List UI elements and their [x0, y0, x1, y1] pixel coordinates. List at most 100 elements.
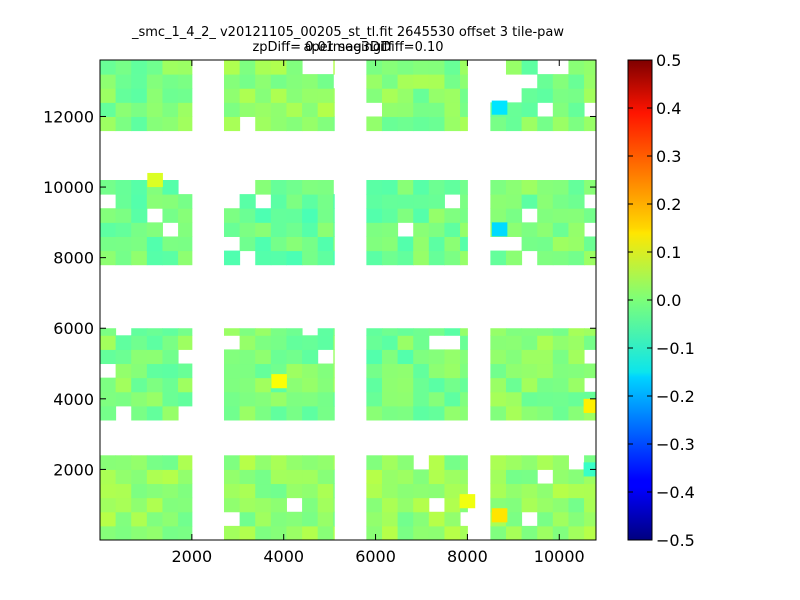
heatmap-cell: [428, 405, 445, 421]
heatmap-cell: [552, 525, 569, 540]
heatmap-cell: [460, 377, 468, 393]
heatmap-cell: [444, 328, 461, 336]
heatmap-cell: [505, 391, 523, 407]
heatmap-cell: [568, 377, 585, 393]
heatmap-cell: [397, 208, 414, 223]
heatmap-cell: [239, 60, 256, 75]
heatmap-cell: [444, 180, 461, 195]
heatmap-cell: [255, 208, 272, 223]
heatmap-cell: [413, 222, 430, 237]
heatmap-cell: [505, 497, 523, 513]
heatmap-cell: [366, 377, 383, 393]
heatmap-cell: [366, 483, 383, 499]
heatmap-cell: [366, 349, 383, 365]
heatmap-cell: [224, 497, 241, 513]
heatmap-cell: [333, 349, 335, 365]
heatmap-cell: [397, 60, 414, 75]
heatmap-cell: [381, 525, 399, 540]
heatmap-cell: [366, 328, 383, 336]
heatmap-cell: [521, 328, 538, 336]
heatmap-cell: [366, 116, 383, 132]
heatmap-cell: [270, 250, 287, 266]
heatmap-cell: [413, 88, 430, 103]
heatmap-cell: [317, 88, 334, 103]
heatmap-cell: [413, 335, 430, 350]
heatmap-cell: [115, 116, 132, 132]
heatmap-cell: [224, 74, 241, 89]
heatmap-cell: [239, 194, 256, 209]
heatmap-cell: [552, 335, 569, 350]
heatmap-cell: [537, 250, 554, 266]
heatmap-cell: [584, 469, 596, 485]
heatmap-cell: [333, 208, 335, 223]
heatmap-highlight-cell: [459, 494, 476, 509]
heatmap-cell: [413, 328, 430, 336]
heatmap-cell: [521, 222, 538, 237]
heatmap-cell: [521, 525, 538, 540]
colorbar-tick-label: 0.0: [656, 291, 681, 310]
heatmap-cell: [100, 74, 117, 89]
heatmap-cell: [505, 222, 523, 237]
colorbar-tick-label: 0.2: [656, 195, 681, 214]
heatmap-cell: [444, 455, 461, 470]
heatmap-cell: [255, 60, 272, 75]
heatmap-cell: [146, 116, 163, 132]
heatmap-cell: [413, 102, 430, 117]
heatmap-cell: [146, 250, 163, 266]
heatmap-cell: [115, 363, 132, 379]
heatmap-cell: [162, 208, 179, 223]
heatmap-cell: [255, 511, 272, 527]
heatmap-cell: [270, 222, 287, 237]
heatmap-cell: [444, 525, 461, 540]
heatmap-cell: [460, 88, 468, 103]
heatmap-cell: [505, 455, 523, 470]
y-tick-label: 12000: [43, 107, 94, 126]
heatmap-cell: [131, 194, 148, 209]
heatmap-cell: [537, 74, 554, 89]
heatmap-cell: [239, 222, 256, 237]
heatmap-cell: [460, 391, 468, 407]
chart-subtitle: zpDiff= 0.01 seeingDiff=0.10: [252, 40, 444, 55]
heatmap-cell: [413, 377, 430, 393]
heatmap-cell: [505, 180, 523, 195]
heatmap-cell: [413, 74, 430, 89]
colorbar-tick-label: 0.3: [656, 147, 681, 166]
heatmap-cell: [317, 525, 334, 540]
heatmap-cell: [178, 497, 193, 513]
heatmap-cell: [270, 208, 287, 223]
heatmap-cell: [255, 349, 272, 365]
heatmap-cell: [239, 349, 256, 365]
heatmap-cell: [552, 377, 569, 393]
heatmap-cell: [162, 511, 179, 527]
heatmap-cell: [381, 391, 399, 407]
heatmap-cell: [366, 511, 383, 527]
heatmap-cell: [333, 363, 335, 379]
heatmap-cell: [552, 328, 569, 336]
heatmap-cell: [131, 222, 148, 237]
heatmap-cell: [178, 328, 193, 336]
heatmap-cell: [286, 483, 303, 499]
heatmap-cell: [552, 405, 569, 421]
heatmap-cell: [115, 335, 132, 350]
heatmap-cell: [584, 511, 596, 527]
heatmap-cell: [460, 335, 468, 350]
heatmap-cell: [270, 483, 287, 499]
heatmap-cell: [490, 391, 507, 407]
heatmap-cell: [286, 328, 303, 336]
heatmap-highlight-cell: [583, 398, 596, 413]
heatmap-cell: [397, 328, 414, 336]
heatmap-cell: [178, 60, 193, 75]
heatmap-cell: [460, 194, 468, 209]
heatmap-cell: [286, 469, 303, 485]
heatmap-cell: [239, 335, 256, 350]
heatmap-cell: [444, 250, 461, 266]
colorbar-tick-label: 0.4: [656, 99, 681, 118]
heatmap-cell: [270, 511, 287, 527]
heatmap-cell: [100, 208, 117, 223]
heatmap-cell: [178, 377, 193, 393]
heatmap-cell: [100, 469, 117, 485]
heatmap-cell: [584, 60, 596, 75]
heatmap-cell: [224, 222, 241, 237]
heatmap-cell: [146, 194, 163, 209]
heatmap-cell: [302, 180, 319, 195]
